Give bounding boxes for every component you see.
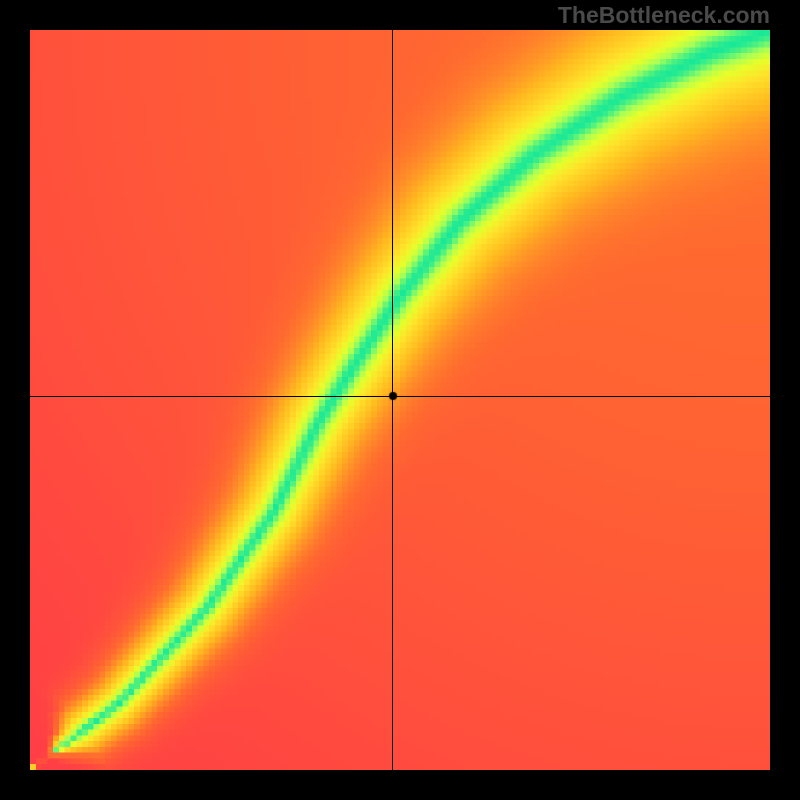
crosshair-horizontal <box>30 396 770 397</box>
watermark-label: TheBottleneck.com <box>558 2 770 29</box>
chart-container: TheBottleneck.com <box>0 0 800 800</box>
crosshair-marker <box>388 391 398 401</box>
bottleneck-heatmap <box>30 30 770 770</box>
